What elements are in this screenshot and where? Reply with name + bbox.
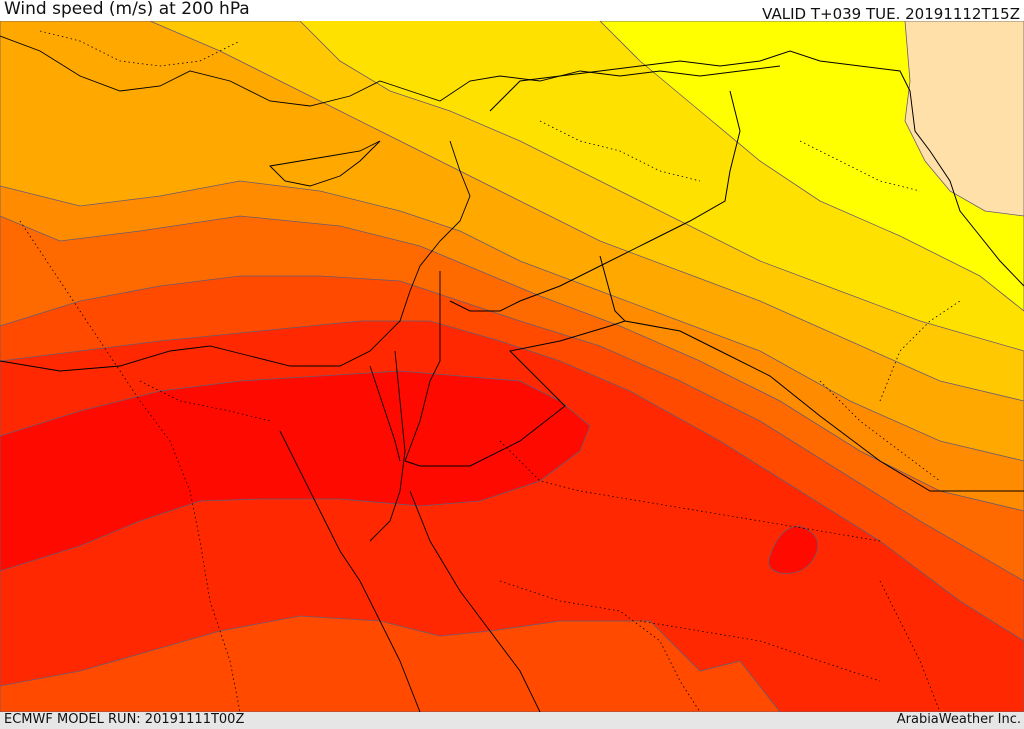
footer-bar: ECMWF MODEL RUN: 20191111T00Z ArabiaWeat… <box>0 712 1024 729</box>
credit-label: ArabiaWeather Inc. <box>896 712 1021 727</box>
band-10 <box>0 370 591 572</box>
band-10-core <box>768 525 819 574</box>
band-1 <box>904 21 1024 217</box>
model-run-label: ECMWF MODEL RUN: 20191111T00Z <box>4 712 245 727</box>
map-title: Wind speed (m/s) at 200 hPa <box>4 0 250 19</box>
country-borders <box>404 50 1024 492</box>
internal-borders <box>19 30 961 712</box>
header-bar: Wind speed (m/s) at 200 hPa VALID T+039 … <box>0 0 1024 23</box>
coastlines <box>0 35 781 712</box>
valid-time-label: VALID T+039 TUE. 20191112T15Z <box>762 5 1020 23</box>
wind-speed-map <box>0 21 1024 712</box>
